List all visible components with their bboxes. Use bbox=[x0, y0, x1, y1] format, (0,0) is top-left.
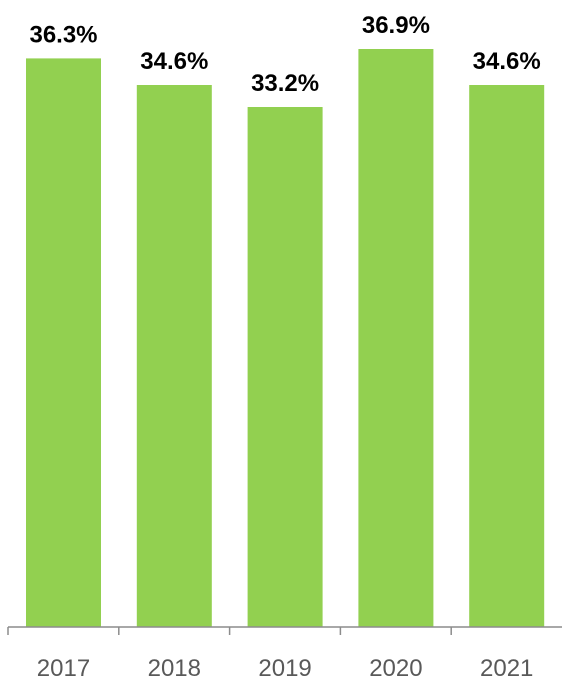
data-label-2017: 36.3% bbox=[29, 21, 97, 48]
x-ticks-group bbox=[7, 627, 452, 635]
bar-labels-group: 36.3% 34.6% 33.2% 36.9% 34.6% bbox=[29, 12, 540, 97]
x-tick-label-2019: 2019 bbox=[258, 655, 311, 682]
x-tick-label-2018: 2018 bbox=[148, 655, 201, 682]
data-label-2020: 36.9% bbox=[362, 12, 430, 39]
bar-2018 bbox=[136, 85, 212, 627]
data-label-2018: 34.6% bbox=[140, 48, 208, 75]
data-label-2021: 34.6% bbox=[473, 48, 541, 75]
bar-2019 bbox=[247, 107, 323, 627]
x-tick-label-2021: 2021 bbox=[480, 655, 533, 682]
x-tick-label-2017: 2017 bbox=[37, 655, 90, 682]
bar-2021 bbox=[469, 85, 545, 627]
x-tick-labels-group: 2017 2018 2019 2020 2021 bbox=[37, 655, 534, 682]
bar-2020 bbox=[358, 49, 434, 627]
x-tick-label-2020: 2020 bbox=[369, 655, 422, 682]
bars-group bbox=[26, 49, 545, 627]
bar-2017 bbox=[26, 58, 101, 627]
data-label-2019: 33.2% bbox=[251, 70, 319, 97]
